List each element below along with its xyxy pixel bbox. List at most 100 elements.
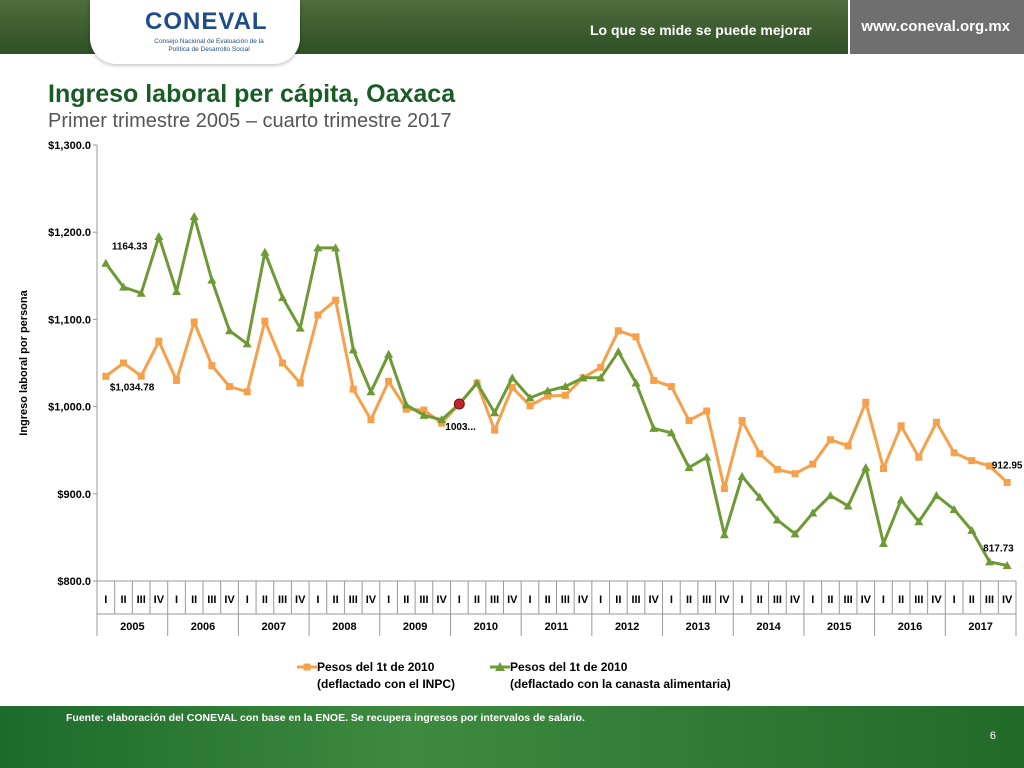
data-point-inpc <box>720 485 728 493</box>
x-tick-quarter-label: IV <box>719 594 730 606</box>
x-tick-quarter-label: I <box>953 594 956 606</box>
x-tick-quarter-label: I <box>104 594 107 606</box>
x-tick-quarter-label: IV <box>154 594 165 606</box>
x-tick-quarter-label: II <box>191 594 197 606</box>
data-point-canasta <box>278 293 288 302</box>
x-tick-year-label: 2014 <box>756 621 781 633</box>
x-tick-quarter-label: III <box>561 594 570 606</box>
x-tick-quarter-label: III <box>702 594 711 606</box>
data-point-inpc <box>597 363 605 371</box>
logo-text: CONEVAL <box>145 8 268 35</box>
data-point-inpc <box>650 376 658 384</box>
data-point-canasta <box>119 282 129 291</box>
x-tick-quarter-label: III <box>631 594 640 606</box>
data-point-inpc <box>809 460 817 468</box>
data-point-canasta <box>596 373 606 382</box>
data-point-canasta <box>649 423 659 432</box>
data-point-inpc <box>173 376 181 384</box>
x-tick-quarter-label: I <box>458 594 461 606</box>
data-point-canasta <box>737 471 747 480</box>
data-point-inpc <box>420 406 428 414</box>
x-tick-quarter-label: IV <box>578 594 589 606</box>
x-tick-quarter-label: II <box>757 594 763 606</box>
data-point-canasta <box>101 258 111 267</box>
data-point-canasta <box>295 323 305 332</box>
x-tick-quarter-label: II <box>827 594 833 606</box>
data-point-canasta <box>684 463 694 472</box>
data-point-inpc <box>491 426 499 434</box>
website-link[interactable]: www.coneval.org.mx <box>861 18 1010 35</box>
x-tick-quarter-label: III <box>207 594 216 606</box>
data-point-inpc <box>773 465 781 473</box>
x-tick-quarter-label: IV <box>648 594 659 606</box>
legend-label: (deflactado con el INPC) <box>317 677 455 691</box>
x-tick-quarter-label: I <box>528 594 531 606</box>
data-point-canasta <box>490 408 500 417</box>
x-tick-quarter-label: III <box>349 594 358 606</box>
data-point-canasta <box>861 463 871 472</box>
data-point-canasta <box>631 378 641 387</box>
data-point-inpc <box>190 318 198 326</box>
x-tick-quarter-label: III <box>419 594 428 606</box>
data-point-canasta <box>437 415 447 424</box>
data-point-inpc <box>544 392 552 400</box>
data-point-inpc <box>632 333 640 341</box>
data-point-canasta <box>984 557 994 566</box>
data-point-canasta <box>525 393 535 402</box>
data-point-canasta <box>384 349 394 358</box>
data-point-canasta <box>772 515 782 524</box>
x-tick-quarter-label: IV <box>366 594 377 606</box>
y-tick-label: $1,200.0 <box>48 227 91 239</box>
data-point-inpc <box>826 436 834 444</box>
x-tick-year-label: 2010 <box>474 621 498 633</box>
data-point-inpc <box>367 416 375 424</box>
data-point-canasta <box>242 339 252 348</box>
x-tick-year-label: 2005 <box>120 621 144 633</box>
x-tick-quarter-label: I <box>741 594 744 606</box>
data-point-inpc <box>102 372 110 380</box>
x-tick-quarter-label: IV <box>507 594 518 606</box>
data-point-inpc <box>667 383 675 391</box>
data-point-inpc <box>561 391 569 399</box>
coneval-logo[interactable]: CONEVAL Consejo Nacional de Evaluación d… <box>90 0 300 64</box>
x-tick-quarter-label: III <box>985 594 994 606</box>
x-tick-quarter-label: I <box>175 594 178 606</box>
data-point-inpc <box>332 296 340 304</box>
x-tick-quarter-label: IV <box>295 594 306 606</box>
data-point-inpc <box>862 398 870 406</box>
data-point-canasta <box>967 525 977 534</box>
legend-marker-triangle <box>495 662 505 671</box>
x-tick-quarter-label: I <box>811 594 814 606</box>
data-point-canasta <box>401 400 411 409</box>
data-point-canasta <box>543 386 553 395</box>
data-point-inpc <box>844 442 852 450</box>
data-point-inpc <box>950 449 958 457</box>
data-label: 817.73 <box>983 544 1014 555</box>
base-period-marker <box>453 398 465 410</box>
data-point-canasta <box>1002 561 1012 570</box>
x-tick-quarter-label: II <box>262 594 268 606</box>
data-point-inpc <box>526 402 534 410</box>
x-tick-quarter-label: I <box>882 594 885 606</box>
x-tick-year-label: 2015 <box>827 621 851 633</box>
x-tick-quarter-label: III <box>914 594 923 606</box>
data-point-inpc <box>703 407 711 415</box>
footer-bar <box>0 706 1024 768</box>
data-point-canasta <box>825 491 835 500</box>
x-tick-quarter-label: III <box>773 594 782 606</box>
data-point-inpc <box>314 311 322 319</box>
x-tick-year-label: 2009 <box>403 621 427 633</box>
data-point-canasta <box>207 275 217 284</box>
data-point-canasta <box>507 373 517 382</box>
x-tick-quarter-label: IV <box>931 594 942 606</box>
data-point-inpc <box>897 422 905 430</box>
data-label: 1164.33 <box>112 241 148 252</box>
x-tick-quarter-label: II <box>403 594 409 606</box>
data-point-inpc <box>968 457 976 465</box>
data-point-canasta <box>896 495 906 504</box>
slogan: Lo que se mide se puede mejorar <box>590 22 812 38</box>
data-point-inpc <box>1003 479 1011 487</box>
x-tick-quarter-label: II <box>120 594 126 606</box>
data-point-canasta <box>719 530 729 539</box>
data-point-canasta <box>878 539 888 548</box>
